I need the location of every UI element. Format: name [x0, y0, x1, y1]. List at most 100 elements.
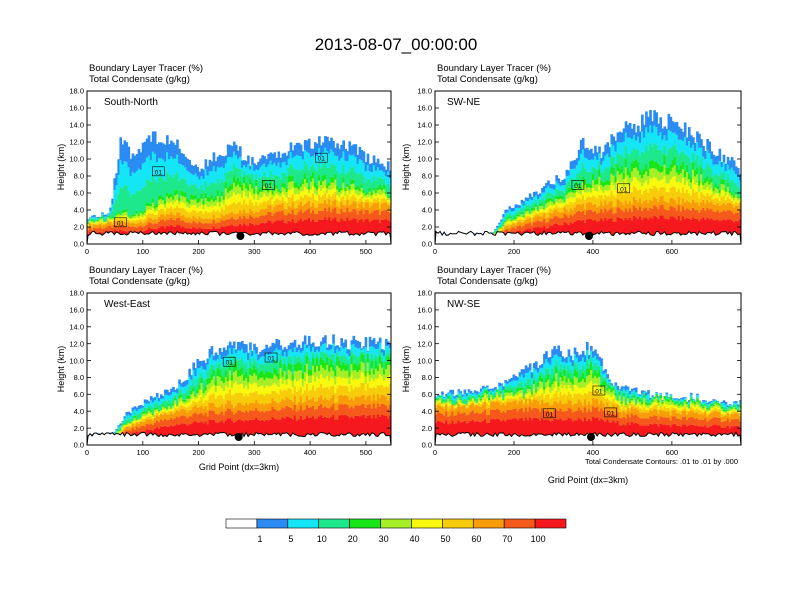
heatmap-cell	[281, 407, 285, 418]
heatmap-cell	[180, 190, 183, 196]
heatmap-cell	[641, 172, 644, 179]
heatmap-cell	[362, 162, 366, 177]
heatmap-cell	[168, 395, 171, 400]
heatmap-cell	[103, 228, 106, 233]
heatmap-cell	[123, 212, 127, 216]
heatmap-cell	[113, 224, 116, 231]
heatmap-cell	[382, 369, 386, 375]
heatmap-cell	[498, 230, 501, 232]
heatmap-cell	[269, 191, 273, 198]
heatmap-cell	[192, 378, 196, 388]
heatmap-cell	[441, 405, 444, 408]
heatmap-cell	[192, 204, 196, 210]
heatmap-cell	[121, 144, 125, 165]
heatmap-cell	[336, 365, 339, 378]
heatmap-cell	[388, 395, 391, 405]
heatmap-cell	[204, 405, 208, 413]
heatmap-cell	[159, 176, 163, 196]
heatmap-cell	[443, 403, 446, 407]
heatmap-cell	[153, 214, 157, 219]
heatmap-cell	[307, 390, 311, 400]
heatmap-cell	[212, 364, 216, 370]
heatmap-cell	[251, 369, 254, 376]
heatmap-cell	[311, 375, 315, 386]
heatmap-cell	[671, 146, 675, 161]
heatmap-cell	[303, 161, 307, 174]
heatmap-cell	[328, 207, 331, 218]
heatmap-cell	[318, 203, 321, 211]
heatmap-cell	[301, 197, 305, 206]
heatmap-cell	[551, 193, 554, 200]
heatmap-cell	[738, 201, 741, 203]
heatmap-cell	[224, 393, 228, 404]
heatmap-cell	[348, 408, 352, 419]
heatmap-cell	[234, 214, 238, 220]
heatmap-cell	[594, 196, 597, 204]
heatmap-cell	[141, 416, 145, 419]
heatmap-cell	[388, 365, 391, 375]
heatmap-cell	[271, 190, 275, 195]
heatmap-cell	[226, 345, 230, 355]
heatmap-cell	[322, 195, 325, 204]
heatmap-cell	[555, 202, 558, 206]
heatmap-cell	[283, 172, 287, 184]
heatmap-cell	[634, 177, 638, 188]
heatmap-cell	[581, 149, 585, 164]
heatmap-cell	[614, 206, 618, 214]
heatmap-cell	[561, 211, 565, 218]
heatmap-cell	[159, 214, 163, 220]
heatmap-cell	[320, 415, 323, 445]
heatmap-cell	[358, 199, 362, 204]
heatmap-cell	[212, 359, 216, 365]
heatmap-cell	[263, 405, 266, 413]
heatmap-cell	[679, 192, 683, 205]
heatmap-cell	[362, 193, 366, 198]
heatmap-cell	[506, 228, 510, 233]
heatmap-cell	[696, 209, 699, 219]
heatmap-cell	[228, 362, 232, 371]
heatmap-cell	[186, 158, 189, 171]
heatmap-cell	[641, 203, 644, 211]
heatmap-cell	[360, 187, 364, 193]
heatmap-cell	[447, 402, 450, 407]
heatmap-cell	[311, 365, 315, 376]
heatmap-cell	[281, 202, 285, 211]
heatmap-cell	[149, 412, 153, 415]
heatmap-cell	[354, 386, 358, 397]
heatmap-cell	[161, 219, 165, 227]
heatmap-cell	[362, 362, 366, 373]
heatmap-cell	[477, 395, 481, 398]
heatmap-cell	[559, 203, 563, 208]
heatmap-cell	[702, 199, 705, 208]
heatmap-cell	[232, 414, 236, 423]
heatmap-cell	[366, 383, 370, 397]
heatmap-cell	[736, 203, 740, 206]
heatmap-cell	[494, 398, 497, 401]
heatmap-cell	[712, 176, 716, 189]
heatmap-cell	[218, 217, 222, 223]
heatmap-cell	[277, 151, 281, 163]
heatmap-cell	[151, 224, 155, 230]
heatmap-cell	[388, 178, 391, 187]
heatmap-cell	[534, 212, 538, 217]
heatmap-cell	[528, 205, 532, 213]
heatmap-cell	[620, 209, 624, 219]
axis-ticks-south-north: 0.02.04.06.08.010.012.014.016.018.00 100 2…	[69, 87, 391, 256]
heatmap-cell	[145, 399, 149, 404]
heatmap-cell	[338, 213, 341, 222]
heatmap-cell	[170, 418, 173, 426]
heatmap-cell	[626, 211, 630, 221]
heatmap-cell	[135, 422, 139, 427]
heatmap-cell	[659, 132, 663, 150]
heatmap-cell	[592, 153, 595, 160]
heatmap-cell	[255, 174, 258, 180]
heatmap-cell	[348, 363, 352, 372]
heatmap-cell	[728, 196, 732, 200]
heatmap-cell	[545, 182, 548, 189]
heatmap-cell	[188, 212, 191, 218]
heatmap-cell	[388, 343, 391, 348]
heatmap-cell	[269, 386, 273, 394]
heatmap-cell	[445, 403, 448, 412]
y-axis-label: Height (km)	[56, 346, 66, 393]
heatmap-cell	[437, 399, 440, 401]
